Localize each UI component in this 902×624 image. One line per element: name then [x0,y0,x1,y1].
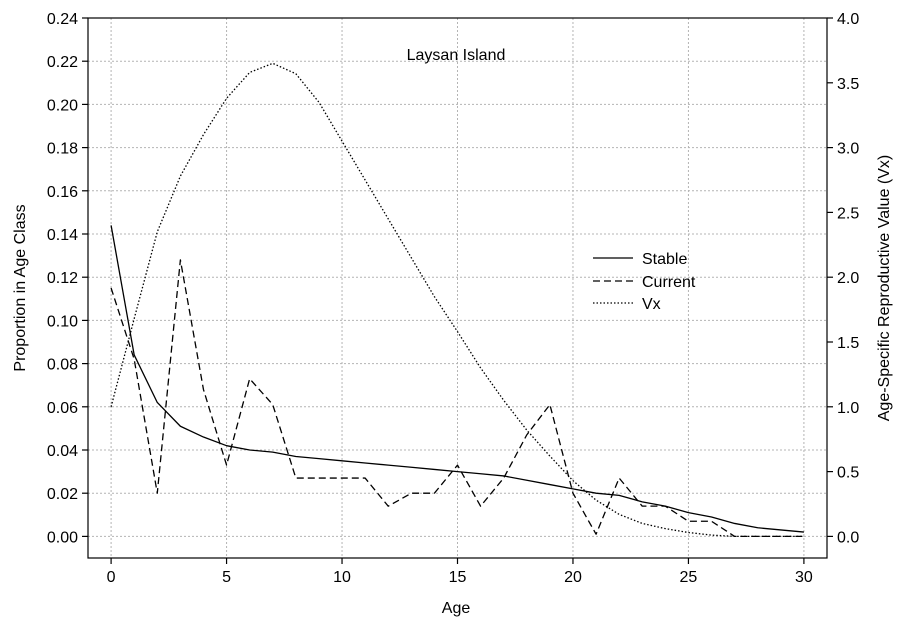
y2-tick-label: 1.0 [837,400,859,417]
y2-tick-label: 3.0 [837,141,859,158]
y-tick-label: 0.22 [47,54,78,71]
x-axis-label: Age [442,600,471,617]
y-tick-label: 0.06 [47,400,78,417]
y2-tick-label: 0.0 [837,529,859,546]
y-tick-label: 0.02 [47,486,78,503]
y-tick-label: 0.20 [47,97,78,114]
x-tick-label: 5 [222,569,231,586]
grid [88,17,827,558]
y2-tick-label: 4.0 [837,11,859,28]
y-tick-label: 0.04 [47,443,78,460]
legend-label-stable: Stable [642,251,687,268]
series-line-current [110,259,804,538]
series-line-vx [110,62,804,538]
y2-tick-label: 2.5 [837,205,859,222]
legend-label-current: Current [642,274,696,291]
legend-label-vx: Vx [642,296,661,313]
chart-title: Laysan Island [407,47,506,64]
y2-tick-label: 1.5 [837,335,859,352]
y-tick-label: 0.24 [47,11,78,28]
y2-tick-label: 2.0 [837,270,859,287]
y-tick-label: 0.12 [47,270,78,287]
y-tick-label: 0.00 [47,529,78,546]
x-tick-label: 20 [564,569,582,586]
axis-ticks: 0 5 10 15 20 25 30 0.00 0.02 0.04 0.06 0.08 0.10 0.12… [47,11,859,586]
y-tick-label: 0.10 [47,313,78,330]
y-tick-label: 0.18 [47,141,78,158]
y-axis-label: Proportion in Age Class [12,204,29,371]
y2-axis-label: Age-Specific Reproductive Value (Vx) [876,155,893,422]
x-tick-label: 0 [107,569,116,586]
x-tick-label: 10 [333,569,351,586]
y-tick-label: 0.14 [47,227,78,244]
series-layer [110,62,804,538]
y2-tick-label: 0.5 [837,465,859,482]
x-tick-label: 15 [449,569,467,586]
series-line-stable [110,225,804,533]
x-tick-label: 25 [680,569,698,586]
x-tick-label: 30 [795,569,813,586]
y-tick-label: 0.08 [47,357,78,374]
y-tick-label: 0.16 [47,184,78,201]
y2-tick-label: 3.5 [837,76,859,93]
legend: Stable Current Vx [593,251,696,313]
